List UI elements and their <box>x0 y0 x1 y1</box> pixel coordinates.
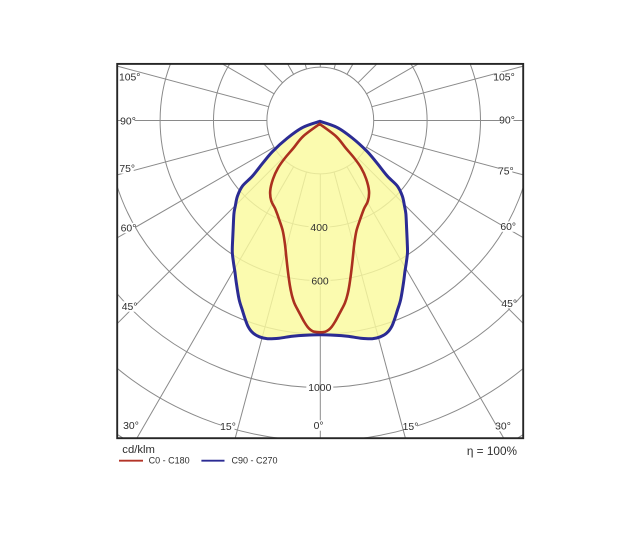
svg-text:75°: 75° <box>498 166 514 177</box>
svg-text:600: 600 <box>311 277 329 288</box>
svg-text:105°: 105° <box>119 73 141 84</box>
svg-text:60°: 60° <box>121 224 137 235</box>
svg-text:90°: 90° <box>499 116 515 127</box>
svg-text:400: 400 <box>310 223 328 234</box>
svg-text:cd/klm: cd/klm <box>122 444 155 456</box>
svg-text:30°: 30° <box>123 421 139 432</box>
svg-text:15°: 15° <box>220 422 236 433</box>
svg-text:0°: 0° <box>314 421 324 432</box>
svg-text:15°: 15° <box>403 422 419 433</box>
svg-text:90°: 90° <box>120 117 136 128</box>
svg-text:η = 100%: η = 100% <box>467 444 518 458</box>
svg-text:75°: 75° <box>119 164 135 175</box>
svg-text:45°: 45° <box>501 299 517 310</box>
svg-text:30°: 30° <box>495 422 511 433</box>
svg-text:45°: 45° <box>122 302 138 313</box>
svg-text:C90 - C270: C90 - C270 <box>232 456 278 466</box>
svg-text:1000: 1000 <box>308 383 331 394</box>
svg-text:60°: 60° <box>500 222 516 233</box>
svg-text:105°: 105° <box>493 73 515 84</box>
svg-text:C0 - C180: C0 - C180 <box>149 456 190 466</box>
